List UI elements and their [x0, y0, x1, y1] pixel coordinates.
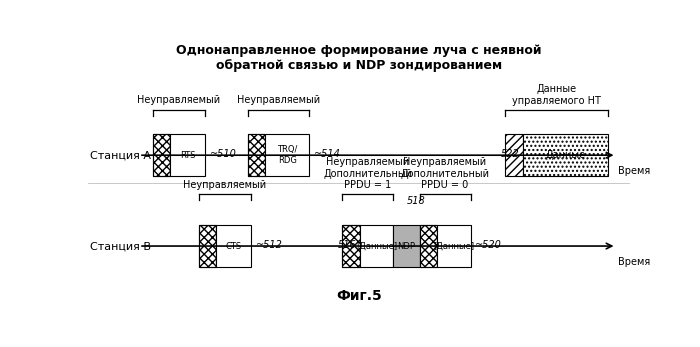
Text: ~520: ~520: [475, 240, 502, 250]
Text: Фиг.5: Фиг.5: [336, 289, 382, 304]
Text: Однонаправленное формирование луча с неявной
обратной связью и NDP зондированием: Однонаправленное формирование луча с нея…: [176, 44, 542, 72]
Bar: [523, 135, 608, 176]
Bar: [265, 135, 309, 176]
Bar: [342, 225, 360, 267]
Text: Неуправляемый
Дополнительный
PPDU = 1: Неуправляемый Дополнительный PPDU = 1: [323, 157, 412, 190]
Bar: [153, 135, 170, 176]
Bar: [393, 225, 419, 267]
Bar: [360, 225, 393, 267]
Bar: [505, 135, 523, 176]
Text: 518: 518: [407, 196, 425, 206]
Text: 522: 522: [501, 150, 519, 159]
Bar: [342, 225, 360, 267]
Text: [Данные]: [Данные]: [433, 242, 475, 251]
Text: TRQ/
RDG: TRQ/ RDG: [277, 145, 297, 165]
Text: NDP: NDP: [398, 242, 416, 251]
Bar: [199, 225, 216, 267]
Text: Данные
управляемого НТ: Данные управляемого НТ: [512, 84, 601, 106]
Text: ~510: ~510: [209, 150, 237, 159]
Bar: [199, 225, 216, 267]
Bar: [419, 225, 437, 267]
Bar: [419, 225, 437, 267]
Bar: [248, 135, 265, 176]
Text: 516: 516: [338, 240, 357, 250]
Text: Неуправляемый
Дополнительный
PPDU = 0: Неуправляемый Дополнительный PPDU = 0: [400, 157, 489, 190]
Text: Время: Время: [618, 257, 650, 267]
Text: Станция В: Станция В: [90, 241, 151, 251]
Text: [Данные]: [Данные]: [356, 242, 397, 251]
Text: ~512: ~512: [256, 240, 283, 250]
Text: RTS: RTS: [180, 151, 195, 160]
Text: Данные: Данные: [545, 150, 585, 160]
Text: Время: Время: [618, 166, 650, 176]
Text: CTS: CTS: [225, 242, 241, 251]
Text: ~514: ~514: [314, 150, 341, 159]
Bar: [216, 225, 251, 267]
Text: Неуправляемый: Неуправляемый: [183, 179, 267, 189]
Text: Неуправляемый: Неуправляемый: [237, 95, 320, 105]
Bar: [437, 225, 470, 267]
Bar: [170, 135, 205, 176]
Bar: [153, 135, 170, 176]
Bar: [248, 135, 265, 176]
Text: Станция А: Станция А: [90, 150, 151, 160]
Text: Неуправляемый: Неуправляемый: [137, 95, 220, 105]
